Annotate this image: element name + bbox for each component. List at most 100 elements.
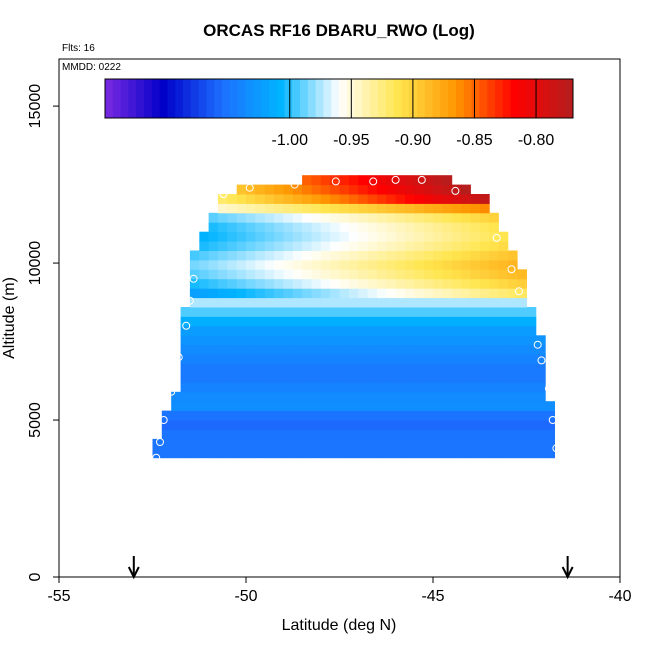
heatmap-cell [246,250,256,261]
heatmap-cell [180,420,191,430]
heatmap-cell [217,335,228,346]
heatmap-cell [423,250,434,261]
heatmap-cell [404,325,415,336]
heatmap-cell [320,420,331,430]
heatmap-cell [358,184,369,195]
colorbar-segment [214,79,223,118]
heatmap-cell [404,401,415,412]
heatmap-cell [246,372,256,383]
heatmap-cell [320,344,331,355]
heatmap-cell [498,278,509,289]
heatmap-cell [348,250,359,261]
heatmap-cell [545,448,555,459]
heatmap-cell [246,382,256,393]
heatmap-cell [442,448,453,459]
heatmap-cell [208,401,219,412]
heatmap-cell [451,212,462,223]
heatmap-cell [255,344,266,355]
heatmap-cell [199,241,210,251]
heatmap-cell [320,241,331,251]
colorbar-segment [510,79,519,118]
heatmap-cell [479,363,490,374]
colorbar-segment [136,79,145,118]
heatmap-cell [255,325,266,336]
heatmap-cell [320,175,331,186]
heatmap-cell [302,363,312,374]
heatmap-cell [339,382,350,393]
heatmap-cell [274,307,284,317]
heatmap-cell [470,250,481,261]
heatmap-cell [451,184,462,195]
heatmap-cell [274,391,284,402]
heatmap-cell [404,241,415,251]
heatmap-cell [367,250,378,261]
heatmap-cell [199,382,210,393]
heatmap-cell [386,325,397,336]
heatmap-cell [320,335,331,346]
heatmap-cell [264,241,275,251]
heatmap-cell [479,335,490,346]
heatmap-cell [311,410,322,421]
heatmap-cell [451,278,462,289]
heatmap-cell [404,203,415,214]
heatmap-cell [274,231,284,242]
heatmap-cell [180,363,191,374]
heatmap-cell [479,307,490,317]
heatmap-cell [199,429,210,440]
heatmap-cell [227,241,238,251]
heatmap-cell [246,316,256,327]
heatmap-cell [358,410,369,421]
heatmap-cell [386,372,397,383]
heatmap-cell [320,363,331,374]
heatmap-cell [461,438,471,449]
heatmap-cell [451,344,462,355]
heatmap-cell [423,184,434,195]
heatmap-cell [442,194,453,204]
colorbar-segment [307,79,317,118]
latitude-markers [127,556,574,580]
heatmap-cell [180,307,191,317]
heatmap-cell [330,288,340,299]
heatmap-cell [423,391,434,402]
heatmap-cell [442,203,453,214]
heatmap-cell [339,307,350,317]
heatmap-cell [461,316,471,327]
heatmap-cell [367,325,378,336]
heatmap-cell [479,222,490,233]
heatmap-cell [180,344,191,355]
heatmap-cell [236,401,247,412]
heatmap-cell [367,410,378,421]
heatmap-cell [320,269,331,280]
heatmap-cell [479,401,490,412]
heatmap-cell [339,363,350,374]
heatmap-cell [376,250,387,261]
heatmap-cell [302,372,312,383]
heatmap-cell [479,194,490,204]
heatmap-cell [330,194,340,204]
heatmap-cell [545,429,555,440]
heatmap-cell [517,307,527,317]
heatmap-cell [507,335,518,346]
heatmap-cell [330,382,340,393]
heatmap-cell [320,391,331,402]
heatmap-cell [236,241,247,251]
heatmap-cell [507,259,518,270]
heatmap-cell [498,382,509,393]
heatmap-cell [311,420,322,430]
heatmap-cell [433,438,443,449]
heatmap-cell [479,372,490,383]
colorbar-segment [518,79,527,118]
heatmap-cell [498,391,509,402]
heatmap-cell [433,410,443,421]
heatmap-cell [404,250,415,261]
heatmap-cell [367,382,378,393]
heatmap-cell [302,259,312,270]
flight-track-point [451,186,460,195]
heatmap-cell [376,307,387,317]
heatmap-cell [311,391,322,402]
heatmap-cell [358,429,369,440]
heatmap-cell [376,420,387,430]
colorbar-segment [144,79,153,118]
heatmap-cell [348,184,359,195]
heatmap-cell [199,401,210,412]
